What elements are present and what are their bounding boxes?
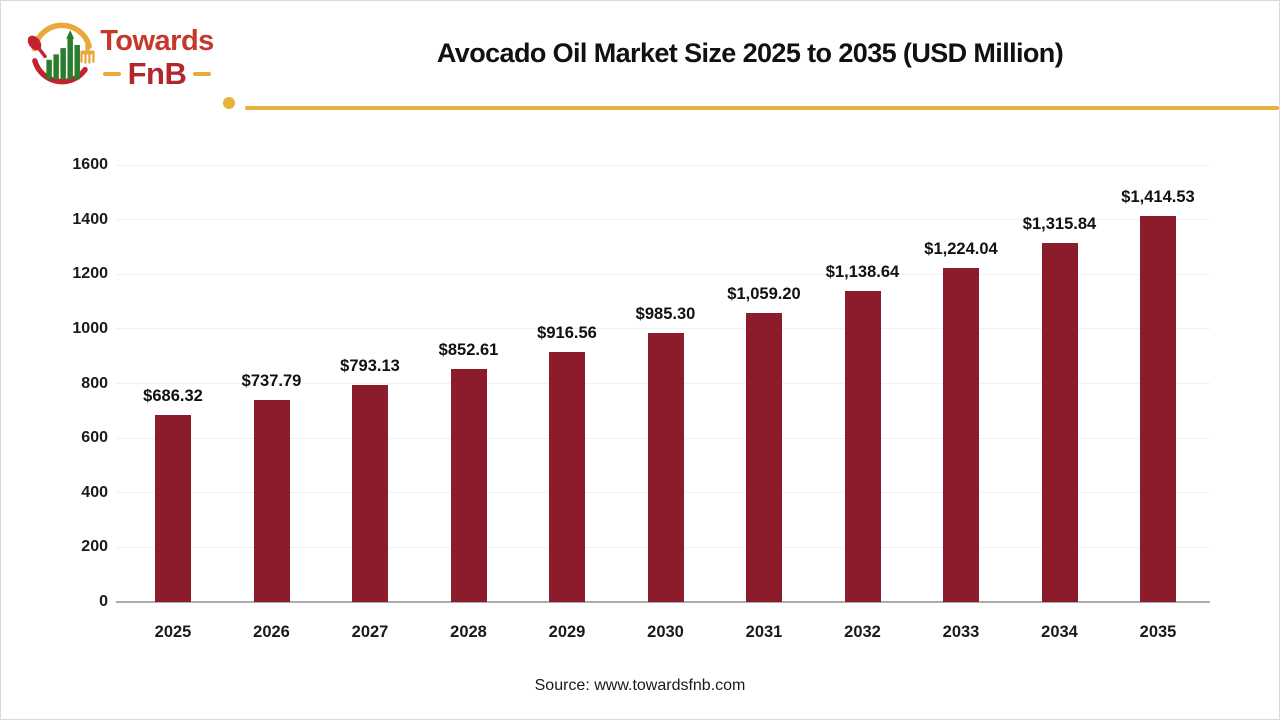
fork-icon bbox=[80, 39, 95, 64]
growth-bars-icon bbox=[46, 30, 80, 80]
spoon-icon bbox=[27, 35, 47, 59]
x-tick-label: 2029 bbox=[548, 623, 586, 641]
brand-name-towards: Towards bbox=[100, 25, 214, 57]
bar bbox=[253, 400, 290, 602]
divider-line bbox=[245, 106, 1279, 110]
brand-dash-right-icon bbox=[193, 71, 212, 76]
x-tick-label: 2031 bbox=[745, 623, 783, 641]
gridline bbox=[116, 219, 1210, 221]
x-tick-label: 2027 bbox=[351, 623, 389, 641]
x-tick-label: 2026 bbox=[253, 623, 290, 641]
x-tick-label: 2033 bbox=[942, 623, 980, 641]
gridline bbox=[116, 164, 1210, 166]
divider-ring-icon bbox=[223, 97, 235, 109]
x-tick-label: 2032 bbox=[844, 623, 881, 641]
y-tick-label: 400 bbox=[81, 483, 108, 501]
x-tick-label: 2030 bbox=[647, 623, 684, 641]
bar-value-label: $1,059.20 bbox=[727, 284, 801, 303]
page-title: Avocado Oil Market Size 2025 to 2035 (US… bbox=[436, 38, 1064, 68]
bar bbox=[943, 267, 979, 602]
y-tick-label: 1400 bbox=[72, 210, 108, 228]
bar bbox=[155, 414, 191, 602]
y-tick-label: 200 bbox=[81, 538, 108, 556]
x-tick-label: 2035 bbox=[1139, 623, 1177, 641]
bar bbox=[352, 385, 388, 602]
source-attribution: Source: www.towardsfnb.com bbox=[534, 677, 746, 694]
bar bbox=[647, 332, 684, 602]
bar-value-label: $737.79 bbox=[241, 372, 302, 391]
x-tick-label: 2025 bbox=[154, 623, 192, 641]
gridline bbox=[116, 328, 1210, 330]
bar bbox=[844, 291, 881, 602]
bar bbox=[1140, 215, 1176, 602]
gridline bbox=[116, 273, 1210, 275]
x-tick-label: 2034 bbox=[1041, 623, 1078, 641]
bar-value-label: $916.56 bbox=[537, 323, 597, 342]
bar bbox=[1041, 242, 1078, 602]
bar-value-label: $1,315.84 bbox=[1022, 214, 1097, 233]
y-tick-label: 1200 bbox=[72, 265, 108, 283]
bar-value-label: $1,138.64 bbox=[825, 263, 900, 281]
y-tick-label: 1000 bbox=[72, 319, 108, 337]
bar-value-label: $686.32 bbox=[143, 386, 203, 405]
bar-value-label: $1,414.53 bbox=[1121, 187, 1195, 206]
y-tick-label: 800 bbox=[81, 374, 108, 392]
bar-value-label: $793.13 bbox=[340, 357, 400, 376]
y-tick-label: 600 bbox=[81, 429, 108, 447]
y-tick-label: 1600 bbox=[72, 156, 108, 173]
brand-dash-left-icon bbox=[102, 71, 121, 76]
y-tick-label: 0 bbox=[99, 593, 108, 610]
x-axis-line bbox=[116, 601, 1210, 603]
x-tick-label: 2028 bbox=[450, 623, 487, 641]
bar-value-label: $852.61 bbox=[438, 341, 499, 360]
bar-value-label: $985.30 bbox=[635, 304, 696, 323]
brand-logo-icon bbox=[27, 22, 95, 85]
brand-name-fnb: FnB bbox=[127, 56, 187, 92]
bar bbox=[450, 369, 487, 602]
bar-value-label: $1,224.04 bbox=[924, 239, 998, 258]
bar bbox=[549, 351, 585, 602]
bar bbox=[746, 312, 782, 602]
brand-wordmark: Towards FnB bbox=[97, 25, 217, 92]
